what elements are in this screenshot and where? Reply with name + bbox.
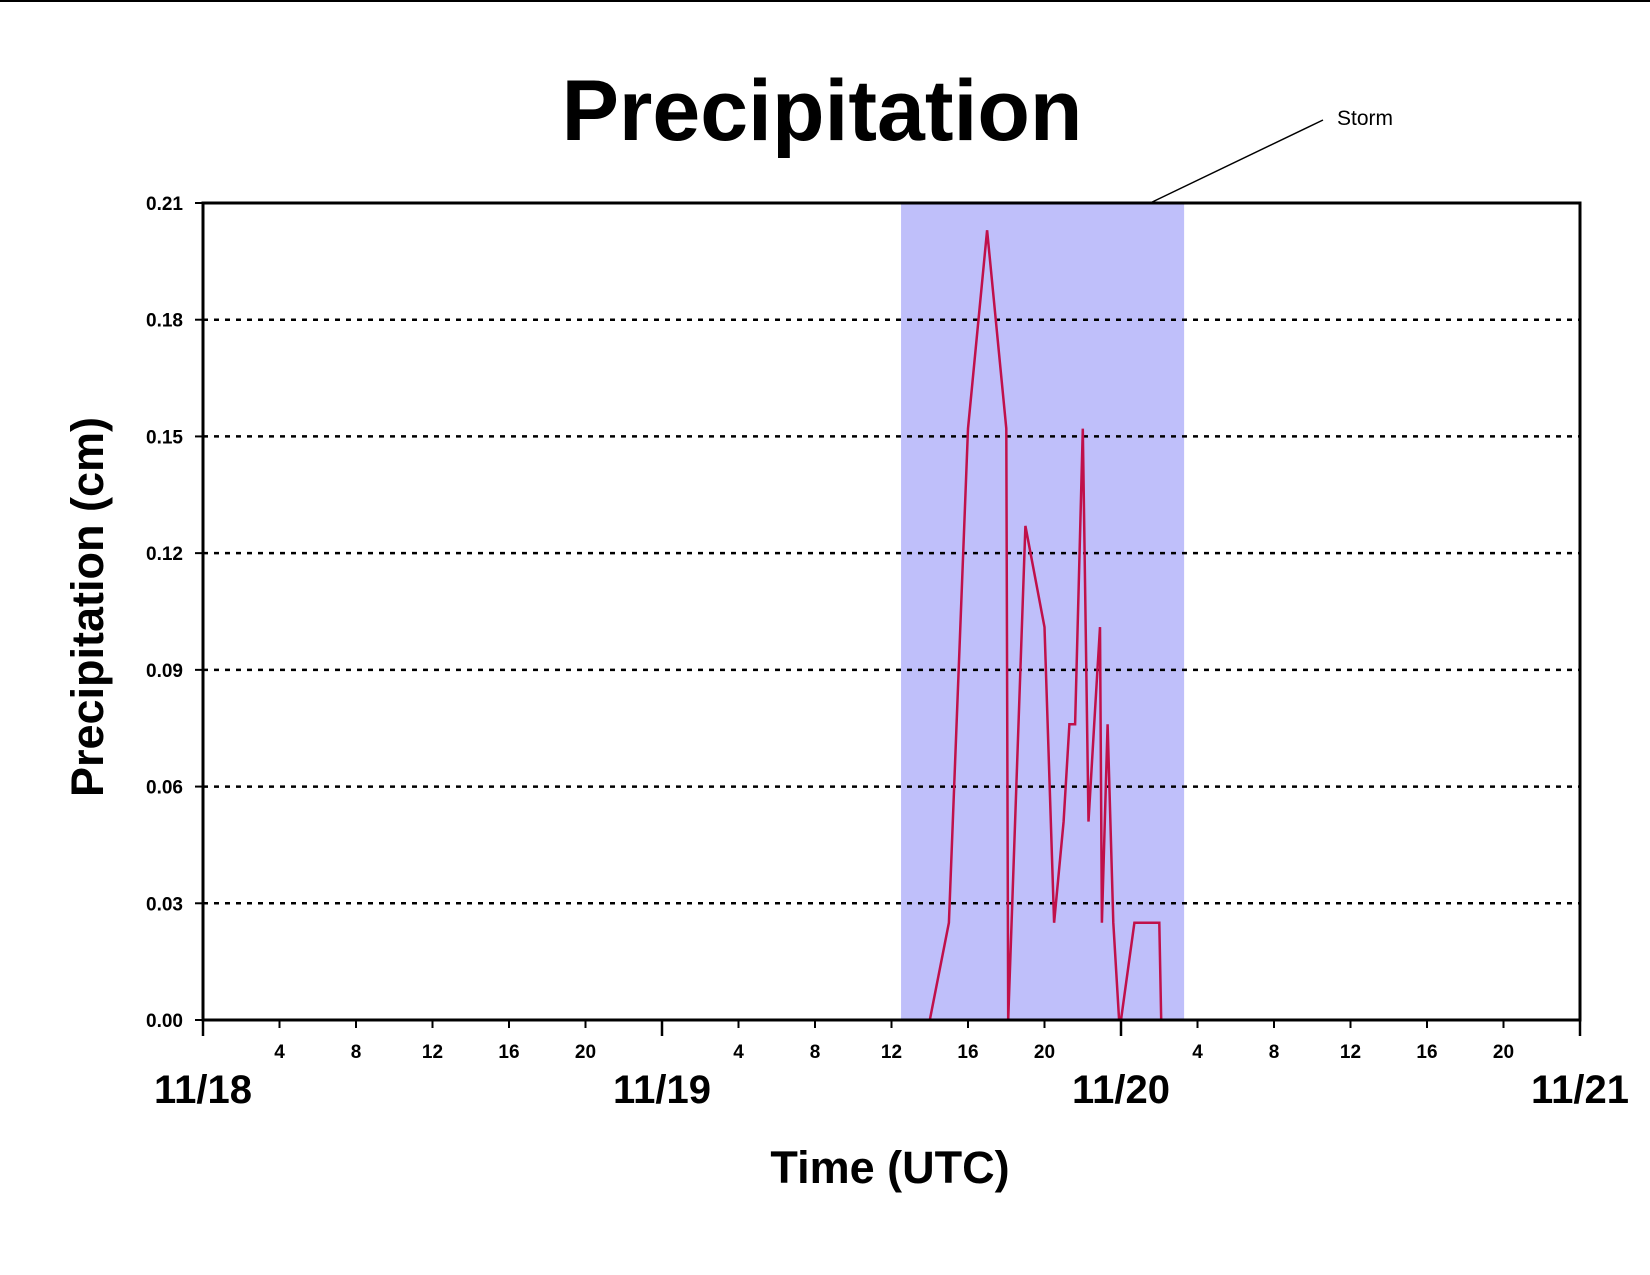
y-tick-label-0: 0.00 (146, 1011, 183, 1032)
x-hour-label-7: 12 (881, 1042, 902, 1063)
y-tick-labels: 0.00 0.03 0.06 0.09 0.12 0.15 0.18 0.21 (146, 194, 183, 1032)
grid-layer (203, 318, 1580, 905)
y-axis-label: Precipitation (cm) (62, 417, 113, 797)
x-date-label-2: 11/20 (1072, 1068, 1170, 1112)
x-hour-label-10: 4 (1192, 1042, 1203, 1063)
x-hour-label-3: 16 (498, 1042, 519, 1063)
x-hour-label-1: 8 (351, 1042, 362, 1063)
axis-layer (195, 201, 1582, 1036)
y-tick-label-1: 0.03 (146, 894, 183, 915)
x-hour-label-4: 20 (575, 1042, 596, 1063)
x-hour-label-14: 20 (1493, 1042, 1514, 1063)
x-hour-label-5: 4 (733, 1042, 744, 1063)
x-date-label-3: 11/21 (1531, 1068, 1629, 1112)
y-tick-label-7: 0.21 (146, 194, 183, 215)
y-tick-label-3: 0.09 (146, 661, 183, 682)
x-hour-label-12: 12 (1340, 1042, 1361, 1063)
x-hour-label-0: 4 (274, 1042, 285, 1063)
x-hour-label-6: 8 (810, 1042, 821, 1063)
y-tick-label-6: 0.18 (146, 311, 183, 332)
series-line-0 (203, 230, 1580, 1022)
storm-annotation: Storm (1149, 107, 1393, 204)
plot-frame (201, 201, 1582, 1022)
y-tick-label-4: 0.12 (146, 544, 183, 565)
y-tick-label-2: 0.06 (146, 778, 183, 799)
top-rule (0, 0, 1650, 2)
y-tick-label-5: 0.15 (146, 427, 183, 448)
chart-title: Precipitation (562, 63, 1083, 159)
x-hour-label-9: 20 (1034, 1042, 1055, 1063)
x-date-label-1: 11/19 (613, 1068, 711, 1112)
series-layer (203, 230, 1580, 1022)
storm-annotation-leader (1149, 119, 1324, 204)
x-hour-label-2: 12 (422, 1042, 443, 1063)
x-hour-label-13: 16 (1416, 1042, 1437, 1063)
x-hour-label-11: 8 (1269, 1042, 1280, 1063)
x-tick-labels: 4 8 12 16 20 4 8 12 16 20 4 8 12 16 20 11/18 11/19 11/20 1… (154, 1042, 1629, 1112)
x-date-label-0: 11/18 (154, 1068, 252, 1112)
storm-annotation-label: Storm (1337, 107, 1393, 130)
x-axis-label: Time (UTC) (770, 1142, 1009, 1193)
x-hour-label-8: 16 (957, 1042, 978, 1063)
